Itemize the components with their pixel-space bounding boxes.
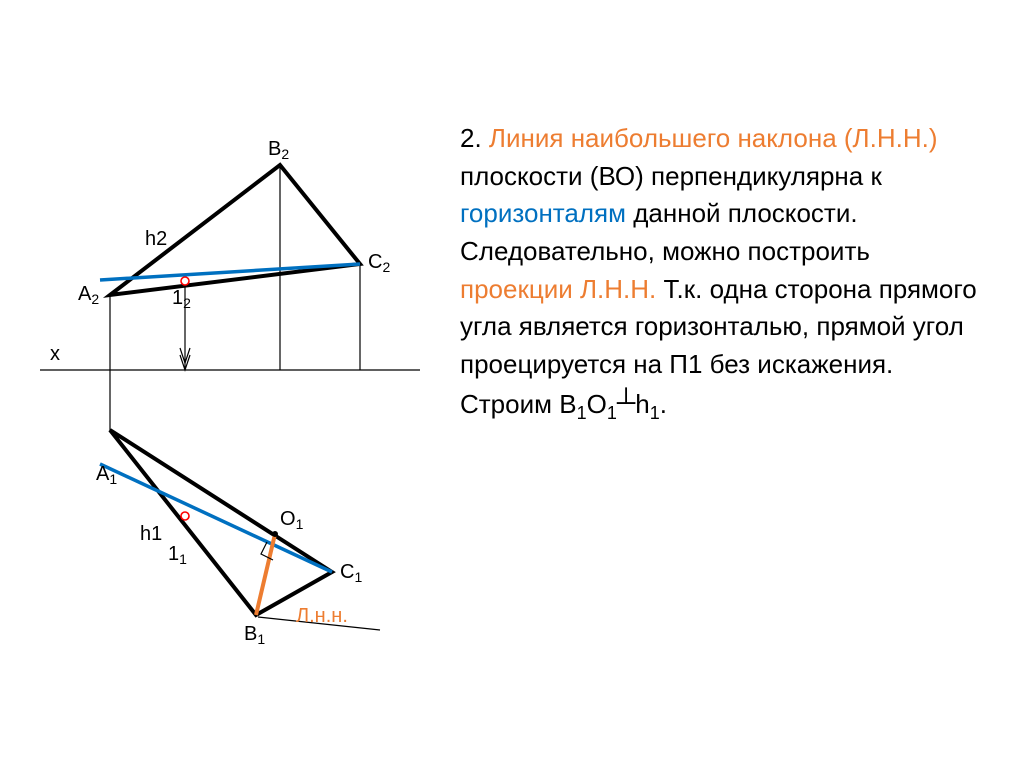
point-11: [181, 512, 189, 520]
label-12: 12: [172, 287, 191, 311]
text-seg3: горизонталям: [460, 198, 626, 228]
label-h2: h2: [145, 228, 167, 250]
label-11: 11: [168, 543, 187, 567]
label-C1: C1: [340, 561, 362, 585]
page-container: x A2 B2 C2 12 h2: [0, 0, 1024, 768]
text-seg6c: h: [635, 389, 649, 419]
label-C2: C2: [368, 251, 390, 275]
text-seg1: Линия наибольшего наклона (Л.Н.Н.): [489, 123, 938, 153]
point-12: [181, 277, 189, 285]
diagram-area: x A2 B2 C2 12 h2: [0, 0, 440, 768]
text-num: 2.: [460, 123, 489, 153]
label-A1: A1: [96, 463, 117, 487]
label-B2: B2: [268, 138, 289, 162]
label-lnn: Л.н.н.: [296, 605, 348, 627]
label-h1: h1: [140, 523, 162, 545]
text-seg6b: О: [587, 389, 607, 419]
text-perp: ┴: [617, 387, 635, 417]
label-B1: B1: [244, 623, 265, 647]
explanation-text: 2. Линия наибольшего наклона (Л.Н.Н.) пл…: [440, 0, 1024, 768]
label-O1: O1: [280, 508, 304, 532]
text-sub-O1: 1: [607, 403, 617, 423]
text-sub-B1: 1: [577, 403, 587, 423]
x-axis-label: x: [50, 343, 60, 365]
text-seg5: проекции Л.Н.Н.: [460, 274, 656, 304]
text-sub-h1: 1: [650, 403, 660, 423]
text-period: .: [660, 389, 667, 419]
point-O1: [272, 531, 278, 537]
geometry-diagram: x A2 B2 C2 12 h2: [0, 0, 440, 700]
label-A2: A2: [78, 283, 99, 307]
text-seg2: плоскости (ВО) перпендикулярна к: [460, 161, 882, 191]
